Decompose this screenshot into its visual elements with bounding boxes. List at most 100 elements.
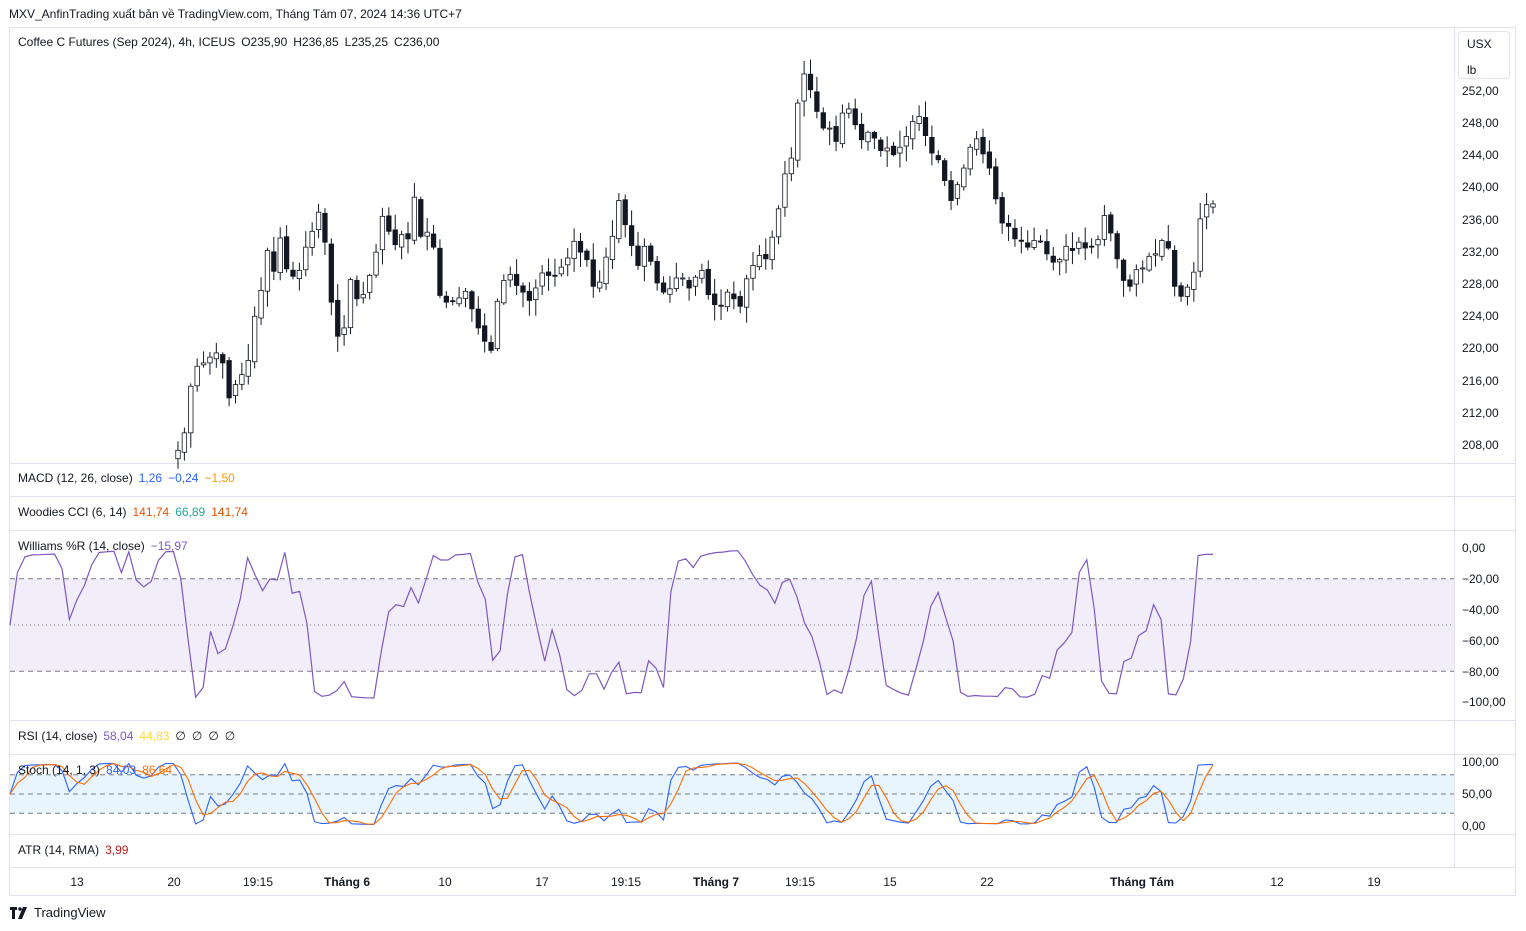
candle-up: [411, 196, 418, 241]
candle-up: [245, 360, 251, 377]
candle-down: [1050, 255, 1056, 263]
candle-down: [807, 73, 814, 91]
atr-label: ATR (14, RMA): [18, 843, 100, 857]
candle-down: [718, 304, 724, 307]
stoch-legend[interactable]: Stoch (14, 1, 3) 84,03 86,64: [18, 763, 178, 777]
unit-selector[interactable]: [1458, 31, 1510, 79]
candle-up: [967, 146, 973, 170]
candle-up: [571, 240, 577, 259]
candle-up: [680, 277, 686, 280]
date-tick: 19:15: [242, 875, 274, 889]
candle-up: [597, 281, 603, 289]
candle-down: [1088, 245, 1095, 248]
candle-up: [462, 290, 469, 299]
candle-up: [609, 235, 616, 260]
candle-up: [699, 270, 705, 279]
price-tick: 216,00: [1462, 374, 1499, 388]
stoch-tick: 50,00: [1462, 787, 1493, 801]
candle-up: [367, 275, 373, 293]
candle-down: [948, 180, 954, 201]
candle-up: [194, 365, 200, 387]
candle-up: [1140, 267, 1146, 270]
candle-up: [1146, 255, 1152, 271]
candle-up: [897, 146, 903, 154]
candle-down: [660, 282, 667, 293]
candle-up: [846, 108, 852, 114]
candle-down: [1082, 242, 1088, 249]
pane-separator: [10, 834, 1515, 835]
candle-up: [1076, 241, 1082, 249]
candle-up: [303, 246, 309, 271]
currency-label: USX: [1467, 37, 1492, 51]
candle-up: [1184, 286, 1191, 297]
candle-up: [347, 279, 354, 329]
candle-up: [1197, 218, 1203, 272]
candle-up: [1101, 215, 1108, 240]
candle-down: [226, 360, 232, 399]
rsi-empty-3: ∅: [208, 729, 219, 743]
candle-up: [667, 288, 673, 295]
candle-up: [743, 278, 750, 308]
candle-down: [322, 212, 328, 243]
pane-separator: [10, 463, 1515, 464]
williams-legend[interactable]: Williams %R (14, close) −15,97: [18, 539, 194, 553]
candle-down: [820, 112, 826, 129]
candle-up: [775, 208, 782, 238]
candle-up: [865, 131, 871, 143]
candle-down: [1018, 239, 1024, 242]
stoch-d-line: [9, 762, 1214, 825]
candle-up: [1133, 269, 1139, 285]
candle-down: [1012, 227, 1018, 240]
candle-up: [692, 276, 699, 287]
pane-separator: [10, 496, 1515, 497]
candle-down: [584, 250, 590, 261]
tradingview-logo-icon: [10, 906, 27, 919]
candle-down: [833, 126, 839, 142]
cci-value-2: 66,89: [175, 505, 206, 519]
candle-down: [552, 274, 558, 277]
candle-down: [283, 236, 290, 270]
stoch-k-value: 84,03: [106, 763, 137, 777]
price-tick: 248,00: [1462, 116, 1499, 130]
price-tick: 232,00: [1462, 245, 1499, 259]
candle-up: [1057, 259, 1063, 263]
atr-legend[interactable]: ATR (14, RMA) 3,99: [18, 843, 134, 857]
date-tick: 10: [438, 875, 452, 889]
candle-up: [494, 300, 501, 349]
candle-up: [181, 432, 188, 453]
low-value: L235,25: [344, 35, 389, 49]
candle-down: [1114, 233, 1120, 260]
price-tick: 208,00: [1462, 438, 1499, 452]
candle-up: [1152, 253, 1159, 256]
macd-legend[interactable]: MACD (12, 26, close) 1,26 −0,24 −1,50: [18, 471, 241, 485]
tradingview-logo[interactable]: TradingView: [10, 905, 106, 920]
candle-down: [622, 199, 628, 226]
candle-up: [315, 211, 322, 231]
candle-down: [1005, 222, 1012, 227]
candle-up: [782, 173, 788, 208]
candle-down: [271, 251, 277, 272]
candle-down: [731, 293, 737, 300]
candle-down: [418, 199, 424, 237]
candle-up: [565, 257, 571, 266]
stoch-k-line: [9, 762, 1214, 825]
candle-down: [1178, 285, 1184, 297]
macd-hist-value: −1,50: [204, 471, 235, 485]
candle-up: [973, 138, 980, 150]
candle-down: [737, 296, 743, 307]
cci-legend[interactable]: Woodies CCI (6, 14) 141,74 66,89 141,74: [18, 505, 254, 519]
candle-up: [360, 294, 366, 299]
open-value: O235,90: [241, 35, 288, 49]
candle-down: [705, 268, 711, 296]
stoch-tick: 0,00: [1462, 819, 1486, 833]
candle-down: [392, 229, 398, 246]
candle-up: [373, 251, 379, 276]
candle-down: [858, 123, 865, 141]
candle-down: [1108, 214, 1114, 234]
candle-up: [456, 297, 462, 305]
date-tick: 20: [167, 875, 181, 889]
rsi-legend[interactable]: RSI (14, close) 58,04 44,83 ∅ ∅ ∅ ∅: [18, 729, 241, 743]
main-legend: Coffee C Futures (Sep 2024), 4h, ICEUS O2…: [18, 35, 445, 49]
price-tick: 252,00: [1462, 84, 1499, 98]
